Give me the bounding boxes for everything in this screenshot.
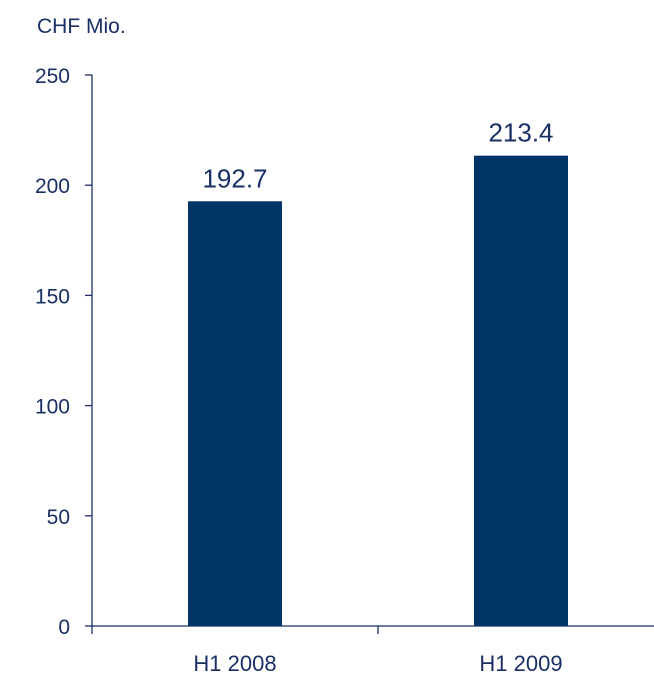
y-tick-label: 50 bbox=[47, 506, 70, 529]
y-tick-label: 250 bbox=[35, 65, 70, 88]
unit-label: CHF Mio. bbox=[37, 15, 126, 38]
y-axis-ticks: 0 50 100 150 200 250 bbox=[35, 65, 92, 639]
category-labels-group: H1 2008 H1 2009 bbox=[193, 651, 562, 676]
bar bbox=[474, 155, 568, 627]
x-category-label: H1 2008 bbox=[193, 651, 276, 676]
data-labels-group: 192.7 213.4 bbox=[202, 118, 553, 194]
x-category-label: H1 2009 bbox=[479, 651, 562, 676]
x-axis-ticks bbox=[91, 626, 379, 634]
bars-group bbox=[188, 155, 568, 627]
bar bbox=[188, 201, 282, 627]
bar-value-label: 192.7 bbox=[202, 163, 267, 193]
y-tick-label: 200 bbox=[35, 175, 70, 198]
y-tick-label: 100 bbox=[35, 396, 70, 419]
y-tick-label: 0 bbox=[58, 616, 70, 639]
y-tick-label: 150 bbox=[35, 285, 70, 308]
bar-value-label: 213.4 bbox=[488, 118, 553, 148]
